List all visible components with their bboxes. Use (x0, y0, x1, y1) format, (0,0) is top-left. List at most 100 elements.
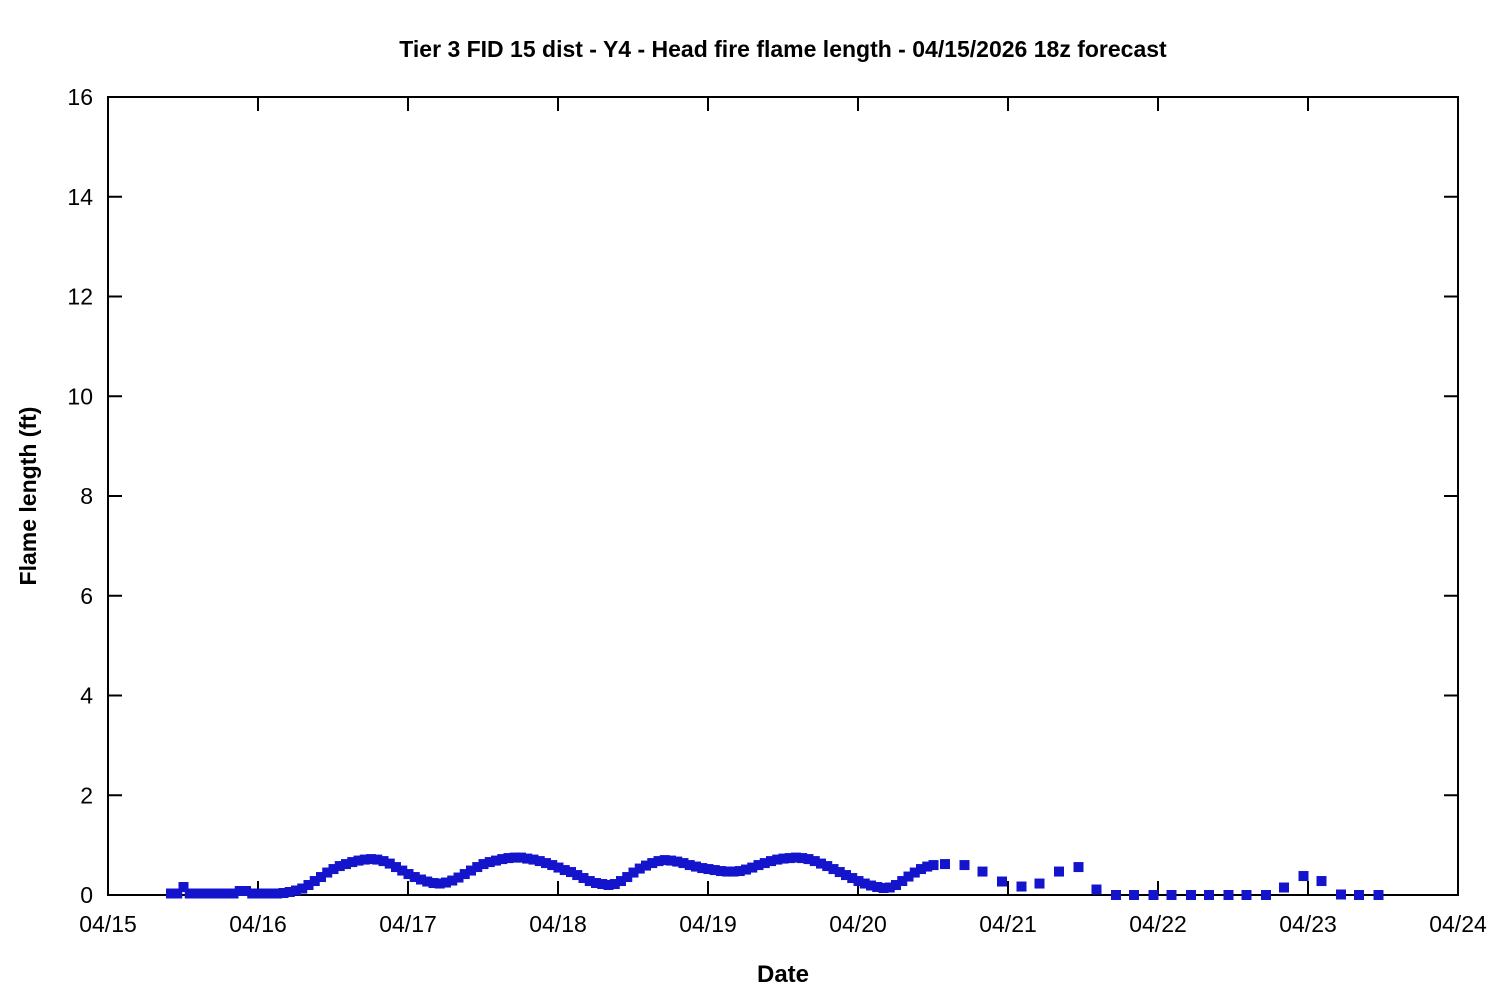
data-point (859, 878, 870, 889)
data-point (1223, 890, 1234, 900)
x-tick-label: 04/21 (979, 911, 1037, 937)
data-point (503, 853, 514, 864)
data-point (1354, 890, 1364, 900)
data-point (772, 854, 783, 865)
data-point (434, 878, 445, 889)
data-point (841, 870, 852, 881)
x-tick-label: 04/24 (1429, 911, 1487, 937)
data-point (1204, 890, 1214, 900)
data-point (903, 871, 914, 882)
data-point (228, 888, 239, 899)
data-point (1316, 876, 1327, 887)
data-point (641, 860, 652, 871)
data-point (534, 856, 545, 867)
data-point (853, 876, 864, 887)
x-tick-label: 04/18 (529, 911, 587, 937)
data-point (347, 857, 358, 868)
data-point (303, 880, 314, 891)
data-point (222, 888, 233, 899)
data-point (334, 861, 345, 872)
data-point (497, 854, 508, 865)
data-point (553, 862, 564, 873)
data-point (547, 860, 558, 871)
data-point (622, 872, 633, 883)
data-point (597, 879, 608, 890)
data-point (1261, 890, 1271, 900)
data-point (647, 858, 658, 869)
data-point (472, 862, 483, 873)
data-point (747, 862, 758, 873)
data-point (1148, 890, 1159, 900)
data-point (784, 853, 795, 864)
data-point (977, 866, 988, 877)
data-point (847, 873, 858, 884)
data-point (391, 862, 402, 873)
data-point (459, 869, 470, 880)
data-point (297, 883, 308, 894)
data-point (409, 872, 420, 883)
data-point (703, 864, 714, 875)
data-point (1279, 882, 1289, 893)
data-point (166, 888, 176, 899)
data-point (272, 888, 283, 899)
data-point (491, 855, 502, 866)
data-point (216, 888, 227, 899)
data-point (1129, 890, 1139, 900)
y-tick-label: 0 (80, 882, 93, 908)
y-tick-label: 2 (80, 782, 93, 808)
data-point (384, 858, 395, 869)
data-point (928, 860, 939, 871)
data-point (341, 859, 352, 870)
data-point (522, 853, 533, 864)
data-point (722, 866, 733, 877)
data-point (1186, 890, 1196, 900)
data-point (659, 855, 670, 866)
data-point (453, 872, 464, 883)
data-point (172, 888, 183, 899)
data-point (316, 872, 327, 883)
data-point (834, 867, 845, 878)
data-point (378, 856, 389, 867)
x-tick-label: 04/19 (679, 911, 737, 937)
data-point (572, 870, 583, 881)
data-point (403, 869, 414, 880)
data-point (509, 852, 520, 863)
data-point (366, 854, 377, 865)
data-point (866, 880, 877, 891)
data-point (803, 854, 814, 865)
data-point (1336, 889, 1346, 900)
data-point (1298, 871, 1309, 882)
data-point (909, 867, 920, 878)
y-tick-label: 16 (67, 84, 93, 110)
data-point (878, 883, 889, 894)
data-point (753, 860, 764, 871)
data-point (891, 880, 902, 891)
data-point (653, 856, 664, 867)
data-point (1034, 878, 1045, 889)
data-point (397, 865, 408, 876)
data-point (759, 858, 770, 869)
data-point (291, 885, 302, 896)
data-point (1373, 890, 1384, 900)
y-tick-label: 14 (67, 184, 93, 210)
data-point (253, 888, 264, 899)
data-point (959, 860, 970, 871)
data-point (684, 860, 695, 871)
data-point (422, 876, 433, 887)
data-point (541, 858, 552, 869)
data-point (372, 854, 383, 865)
data-point (259, 888, 270, 899)
data-point (709, 865, 720, 876)
data-point (822, 861, 833, 872)
x-tick-label: 04/16 (229, 911, 287, 937)
data-point (234, 886, 245, 897)
data-point (716, 866, 727, 877)
data-point (591, 878, 602, 889)
data-point (1241, 890, 1252, 900)
data-point (697, 863, 708, 874)
data-point (247, 888, 258, 899)
data-point (634, 863, 645, 874)
data-point (678, 858, 689, 869)
y-tick-label: 10 (67, 383, 93, 409)
